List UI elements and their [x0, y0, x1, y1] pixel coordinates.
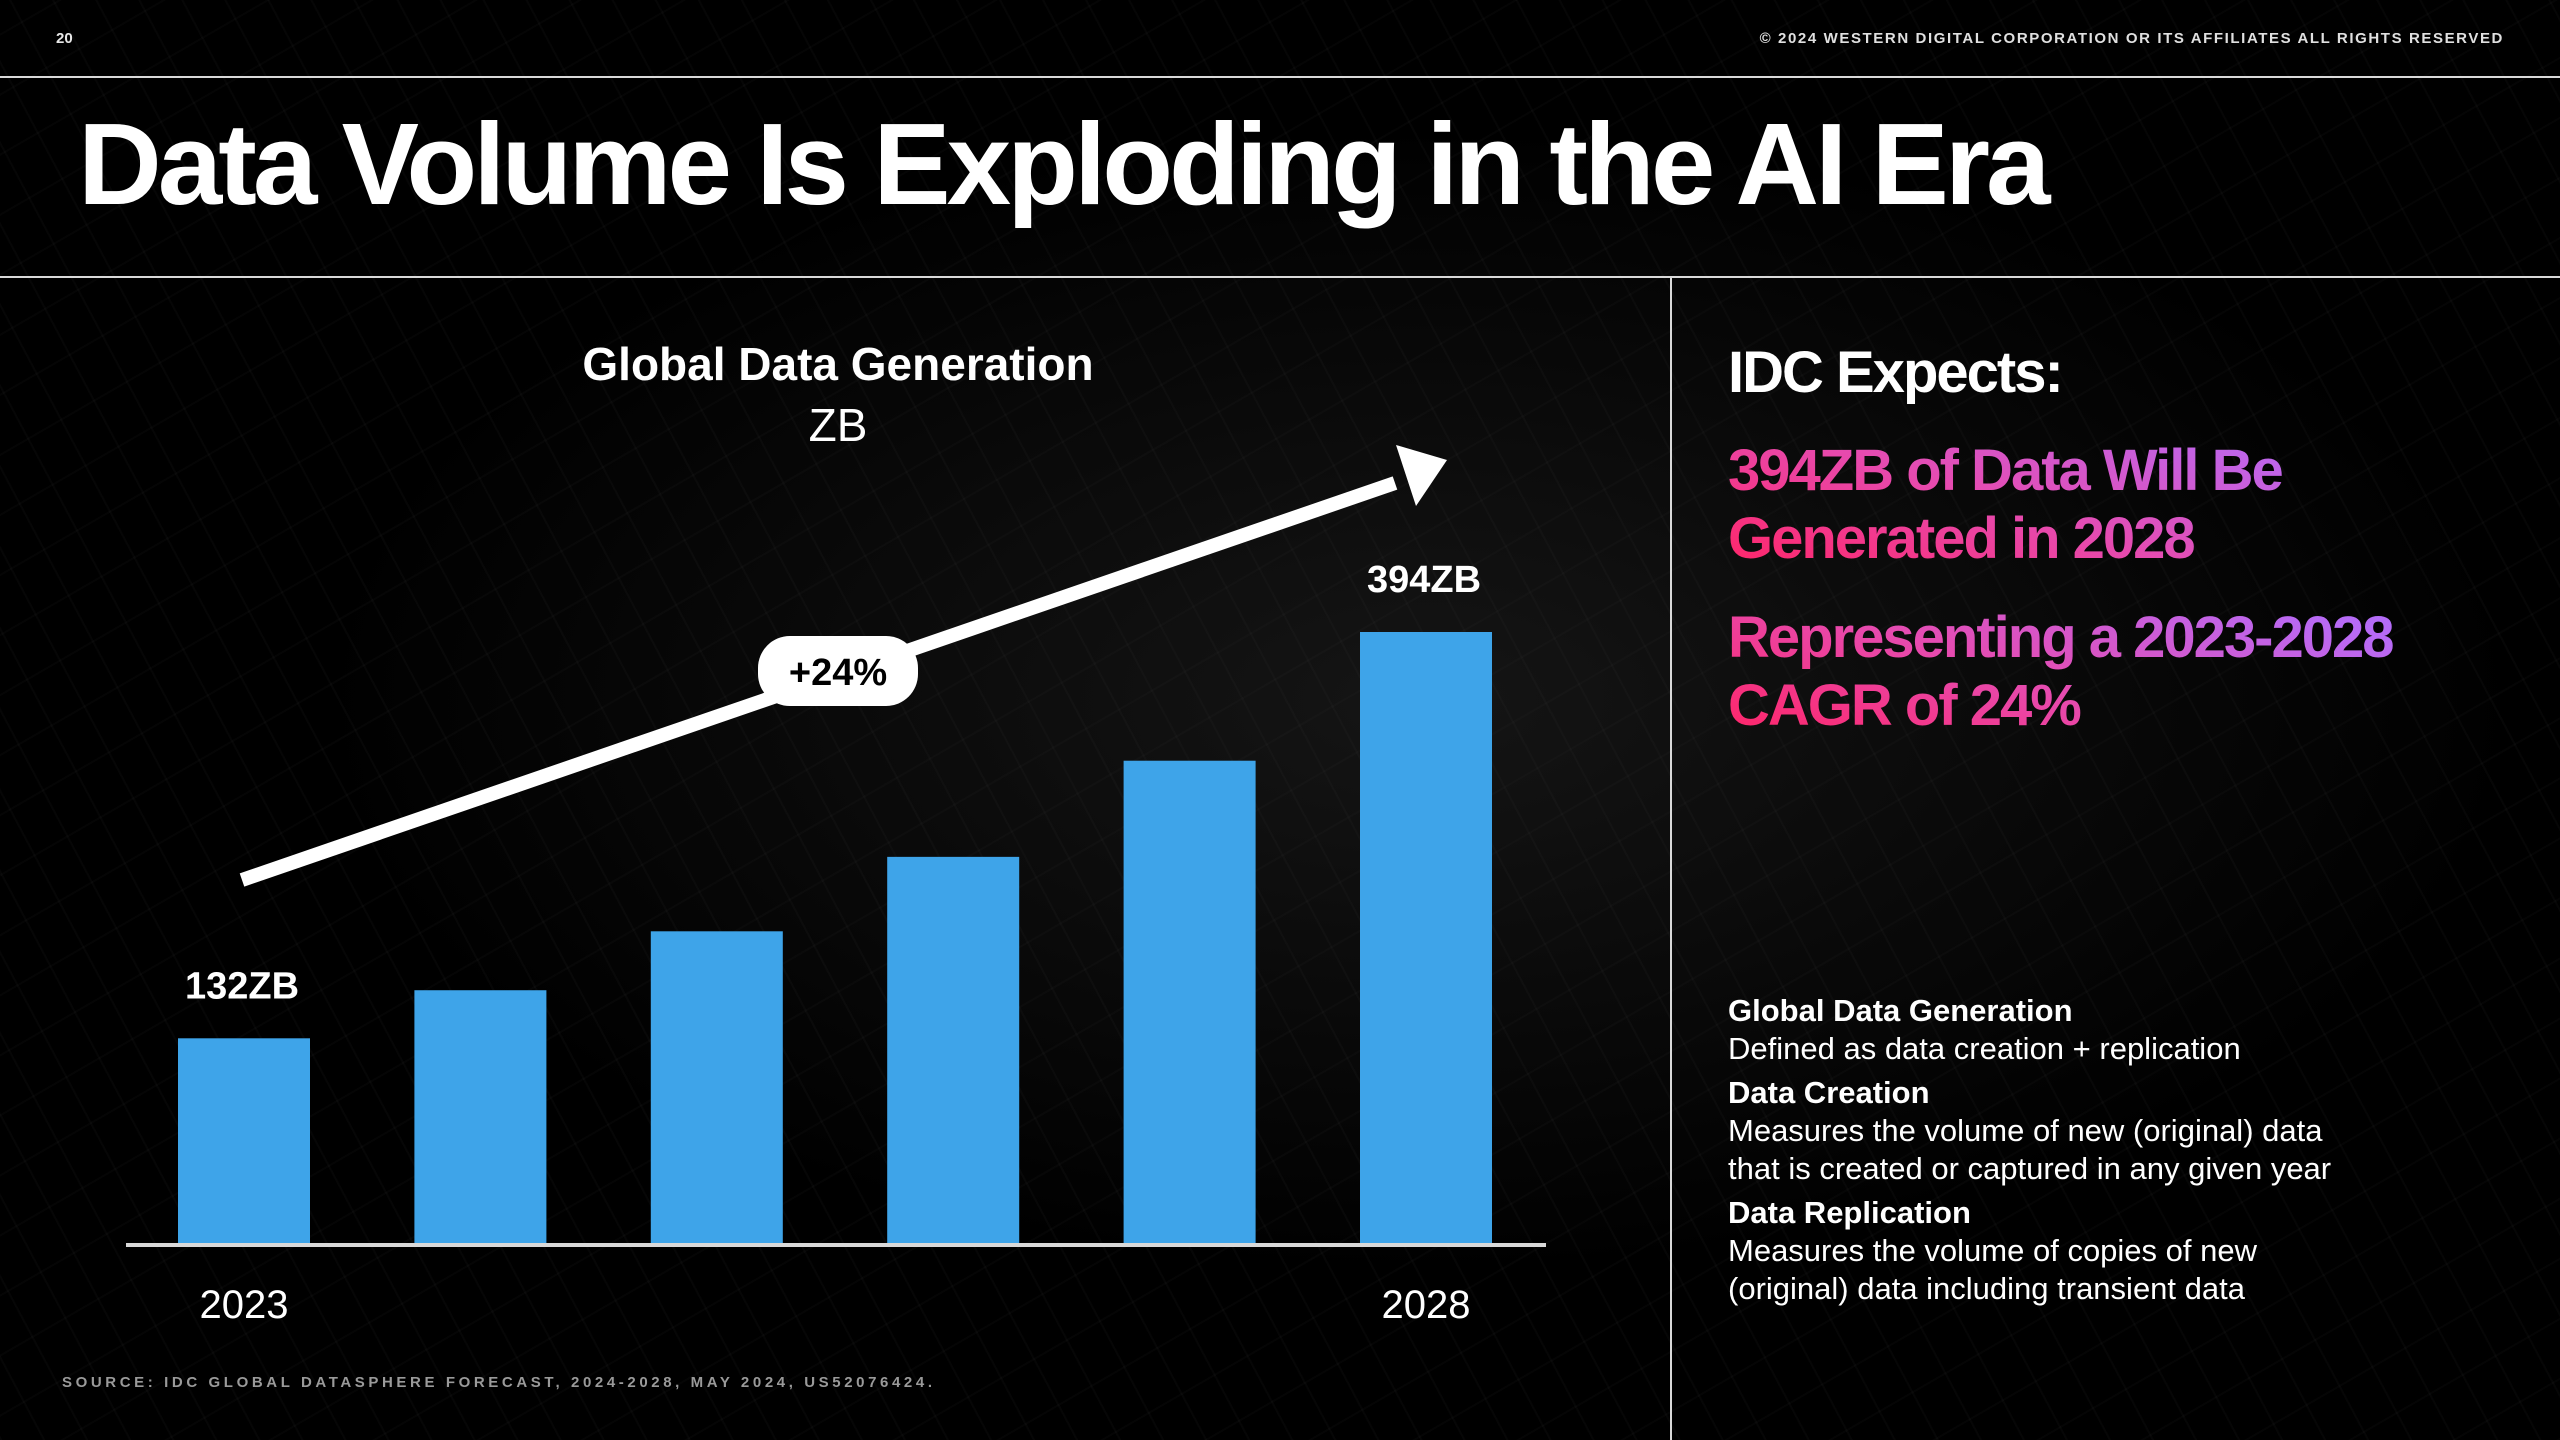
slide-title: Data Volume Is Exploding in the AI Era: [78, 99, 2051, 229]
highlight-cagr-line: Representing a 2023-2028: [1728, 605, 2393, 670]
x-tick-label: 2028: [1382, 1283, 1471, 1327]
highlight-volume-line: 394ZB of Data Will Be: [1728, 438, 2282, 503]
definition-data-replication: Data Replication Measures the volume of …: [1728, 1194, 2528, 1308]
definition-desc: Measures the volume of copies of new (or…: [1728, 1232, 2528, 1308]
definition-term: Global Data Generation: [1728, 993, 2073, 1028]
definition-desc: Defined as data creation + replication: [1728, 1030, 2528, 1068]
x-tick-label: 2023: [200, 1283, 289, 1327]
data-label: 132ZB: [185, 965, 299, 1007]
trend-arrow-head: [1396, 445, 1447, 506]
definition-global-data-generation: Global Data Generation Defined as data c…: [1728, 992, 2528, 1068]
definition-desc-line: Measures the volume of copies of new: [1728, 1233, 2257, 1268]
definition-term: Data Creation: [1728, 1075, 1930, 1110]
bar-2023: [178, 1038, 310, 1243]
highlight-volume: 394ZB of Data Will Be Generated in 2028: [1728, 437, 2508, 573]
bar-chart: 2023 2028 132ZB 394ZB +24%: [126, 445, 1546, 1327]
chart-unit: ZB: [808, 399, 868, 451]
source-citation: SOURCE: IDC GLOBAL DATASPHERE FORECAST, …: [62, 1374, 936, 1391]
cagr-pill: [758, 636, 918, 706]
cagr-label: +24%: [789, 652, 887, 694]
definition-desc: Measures the volume of new (original) da…: [1728, 1112, 2528, 1188]
page-number: 20: [56, 30, 73, 47]
data-label: 394ZB: [1367, 559, 1481, 601]
bar-2025: [650, 931, 783, 1243]
bar-2027: [1123, 760, 1256, 1243]
trend-arrow: +24%: [239, 445, 1447, 887]
definitions-list: Global Data Generation Defined as data c…: [1728, 992, 2528, 1314]
highlight-cagr: Representing a 2023-2028 CAGR of 24%: [1728, 604, 2508, 740]
bar-2024: [414, 990, 547, 1243]
definition-desc-line: Measures the volume of new (original) da…: [1728, 1113, 2323, 1148]
definition-term: Data Replication: [1728, 1195, 1971, 1230]
title-divider: [0, 276, 2560, 278]
definition-data-creation: Data Creation Measures the volume of new…: [1728, 1074, 2528, 1188]
definition-desc-line: (original) data including transient data: [1728, 1271, 2245, 1306]
bar-2028: [1360, 632, 1492, 1243]
labels-group: 2023 2028 132ZB 394ZB: [185, 559, 1481, 1327]
highlight-volume-line: Generated in 2028: [1728, 506, 2194, 571]
copyright-notice: © 2024 WESTERN DIGITAL CORPORATION OR IT…: [1759, 30, 2504, 47]
highlight-cagr-line: CAGR of 24%: [1728, 673, 2080, 738]
panel-heading: IDC Expects:: [1728, 340, 2064, 405]
chart-title: Global Data Generation: [582, 338, 1094, 390]
bar-2026: [887, 856, 1020, 1243]
definition-desc-line: Defined as data creation + replication: [1728, 1031, 2241, 1066]
bars-group: [178, 632, 1492, 1243]
column-divider: [1670, 277, 1672, 1440]
header-divider: [0, 76, 2560, 78]
definition-desc-line: that is created or captured in any given…: [1728, 1151, 2332, 1186]
